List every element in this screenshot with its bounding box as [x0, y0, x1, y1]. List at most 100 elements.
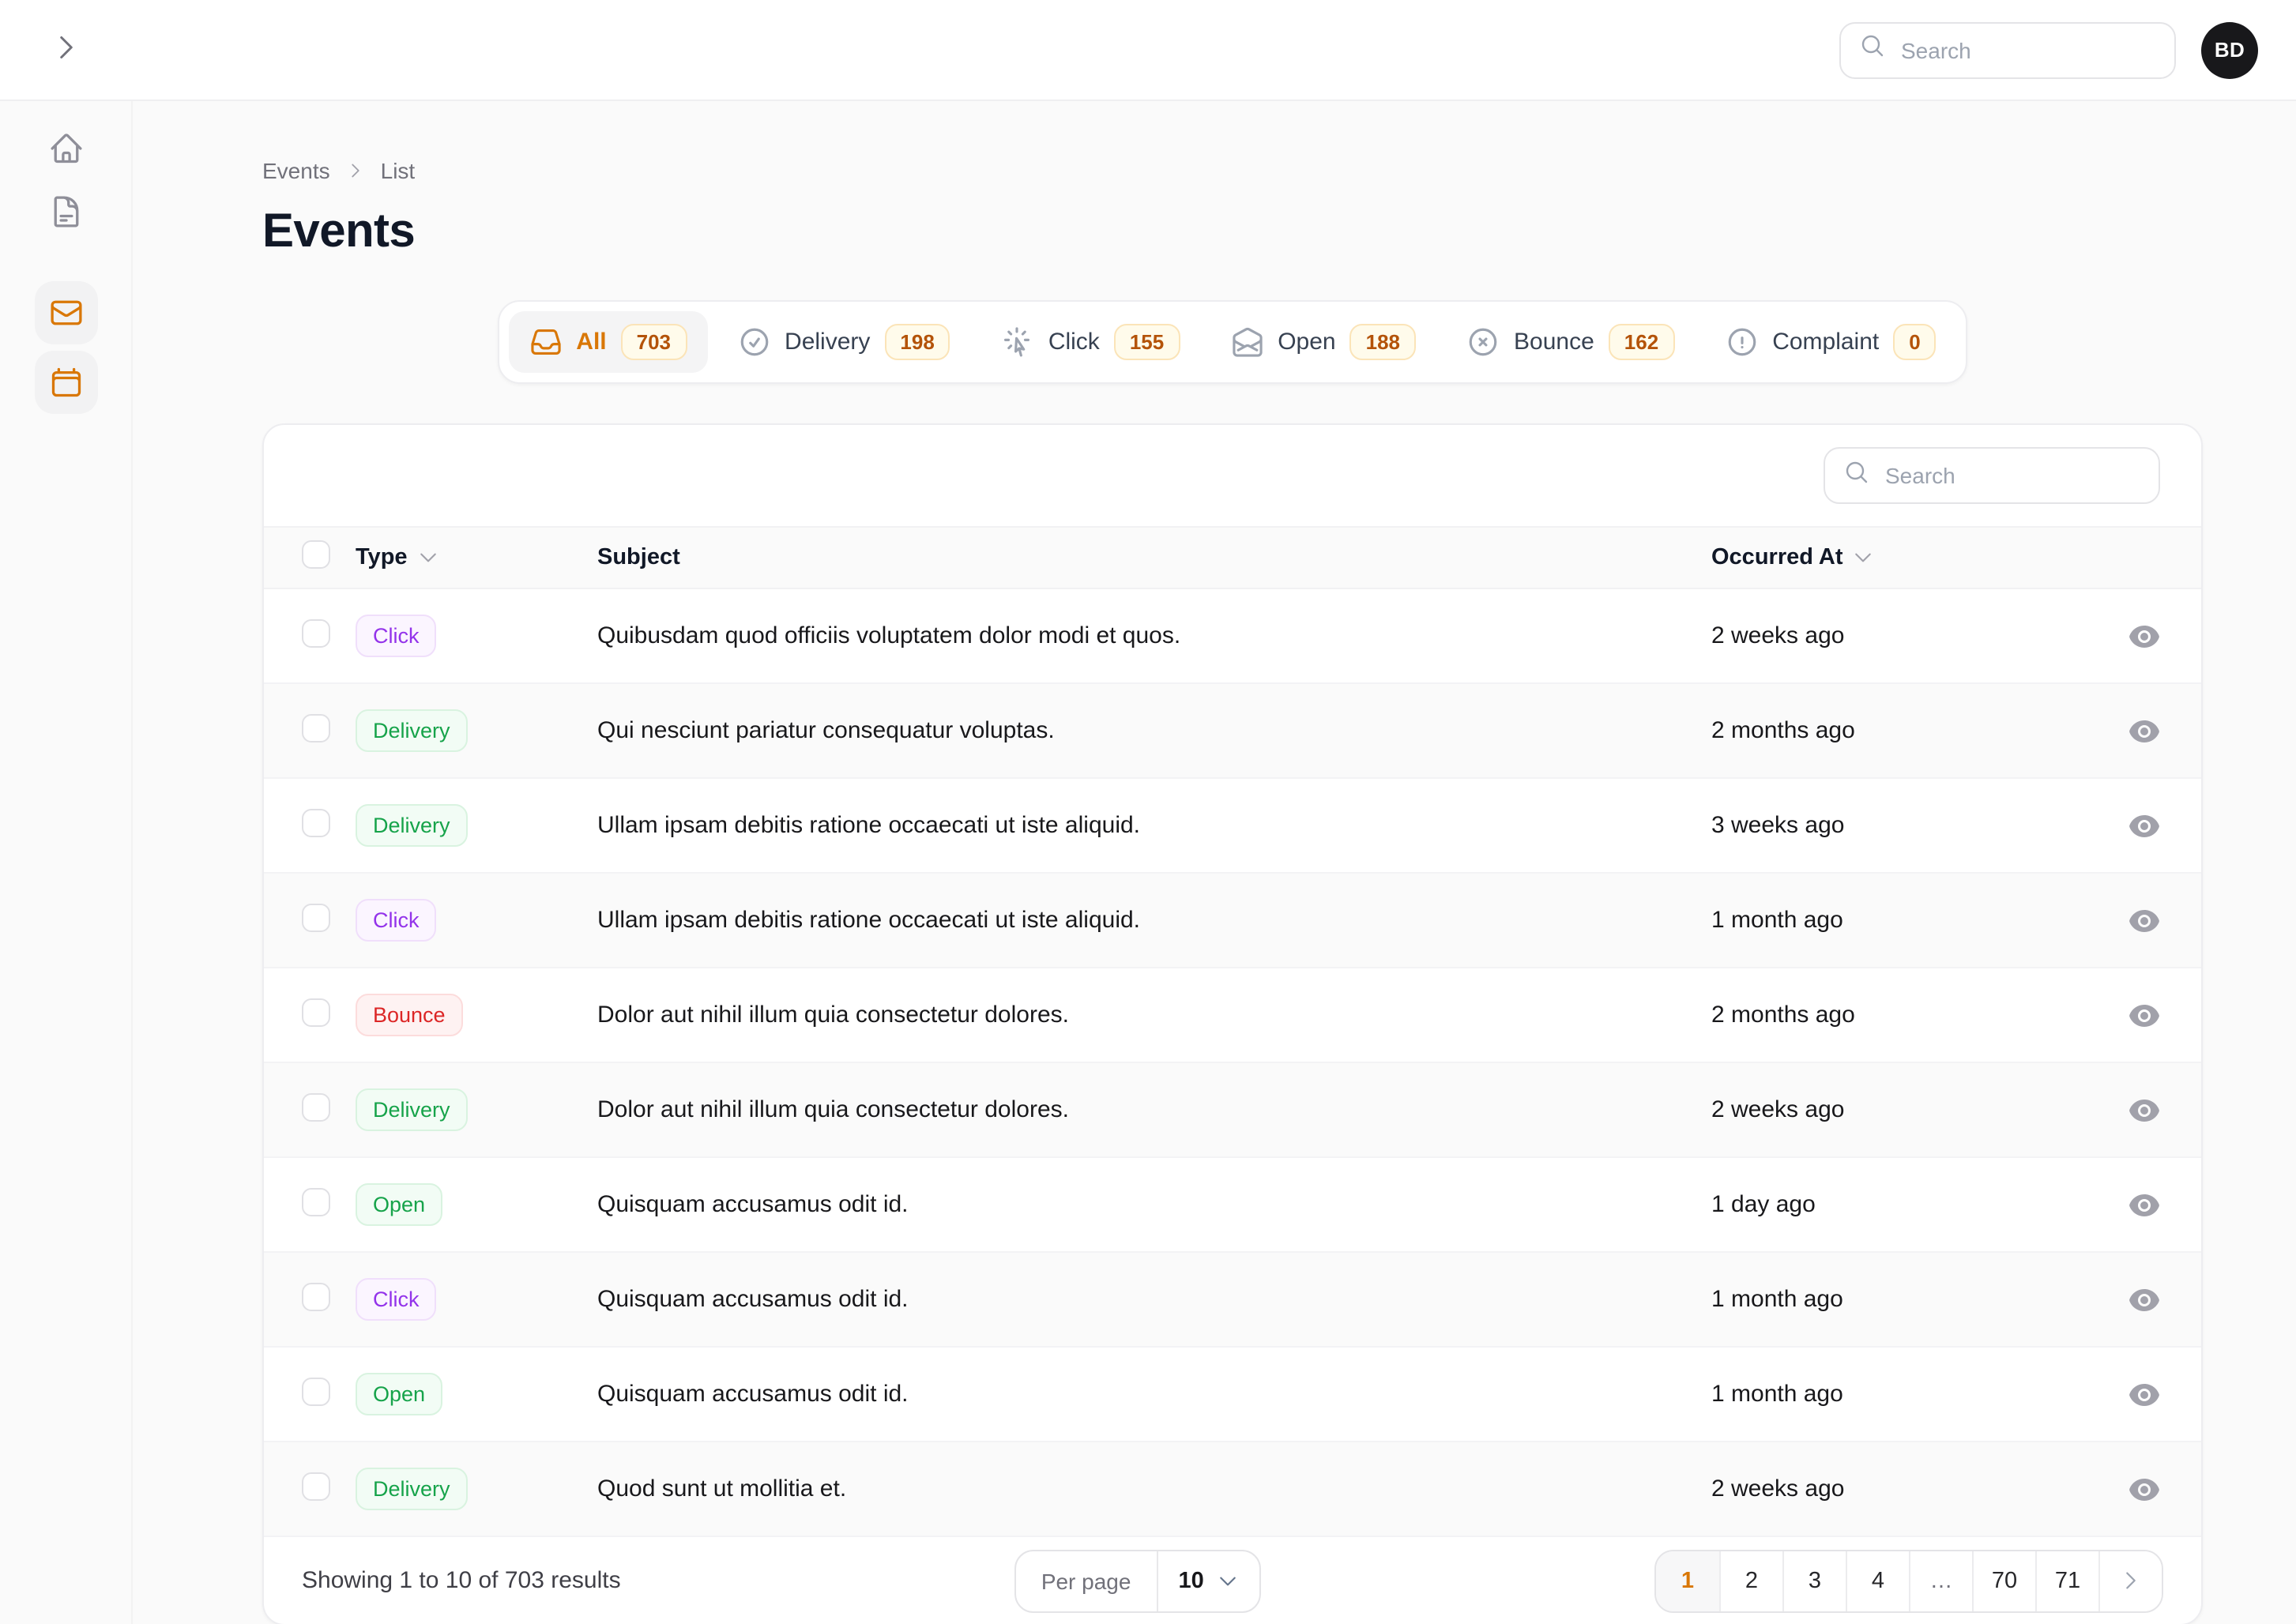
events-table-card: Type Subject Occurred At Click Quibusdam … [262, 423, 2203, 1624]
occurred-at-cell: 2 months ago [1711, 717, 1855, 744]
eye-icon [2129, 620, 2160, 652]
main-content: Events List Events All 703 Delivery 198 Click… [133, 101, 2296, 1624]
page-button-71[interactable]: 71 [2034, 1551, 2098, 1611]
subject-cell: Qui nesciunt pariatur consequatur volupt… [597, 717, 1055, 744]
view-row-button[interactable] [2125, 1091, 2163, 1129]
eye-icon [2129, 1189, 2160, 1220]
eye-icon [2129, 1473, 2160, 1505]
view-row-button[interactable] [2125, 1470, 2163, 1508]
subject-cell: Quibusdam quod officiis voluptatem dolor… [597, 622, 1181, 649]
column-header-occurred-at[interactable]: Occurred At [1711, 545, 2084, 570]
per-page-select[interactable]: 10 [1157, 1551, 1259, 1611]
results-summary: Showing 1 to 10 of 703 results [302, 1567, 621, 1594]
row-checkbox[interactable] [302, 1187, 330, 1216]
eye-icon [2129, 1378, 2160, 1410]
subject-cell: Ullam ipsam debitis ratione occaecati ut… [597, 907, 1140, 934]
calendar-icon [48, 365, 83, 400]
tab-open[interactable]: Open 188 [1210, 311, 1436, 373]
view-row-button[interactable] [2125, 1375, 2163, 1413]
page-button-2[interactable]: 2 [1718, 1551, 1782, 1611]
page-button-70[interactable]: 70 [1971, 1551, 2035, 1611]
event-type-badge: Delivery [356, 804, 468, 847]
tab-click[interactable]: Click 155 [981, 311, 1200, 373]
tab-count-badge: 162 [1608, 324, 1675, 360]
eye-icon [2129, 999, 2160, 1031]
x-circle-icon [1466, 325, 1500, 359]
chevron-right-icon [346, 161, 365, 180]
next-page-button[interactable] [2098, 1551, 2162, 1611]
subject-cell: Quisquam accusamus odit id. [597, 1191, 909, 1218]
per-page-control: Per page 10 [1014, 1549, 1261, 1612]
column-header-type[interactable]: Type [356, 545, 597, 570]
row-checkbox[interactable] [302, 1472, 330, 1500]
page-button-1[interactable]: 1 [1655, 1551, 1719, 1611]
tab-delivery[interactable]: Delivery 198 [717, 311, 971, 373]
table-row: Click Quibusdam quod officiis voluptatem … [264, 589, 2201, 684]
row-checkbox[interactable] [302, 998, 330, 1026]
tab-all[interactable]: All 703 [508, 311, 708, 373]
row-checkbox[interactable] [302, 808, 330, 836]
select-all-checkbox[interactable] [302, 540, 330, 569]
sidebar-item-document-text[interactable] [34, 183, 97, 240]
subject-cell: Quod sunt ut mollitia et. [597, 1476, 847, 1502]
sidebar-item-envelope[interactable] [34, 281, 97, 344]
row-checkbox[interactable] [302, 903, 330, 931]
row-checkbox[interactable] [302, 1282, 330, 1310]
event-type-badge: Open [356, 1373, 443, 1415]
tab-label: All [576, 329, 607, 355]
page-ellipsis: … [1908, 1551, 1972, 1611]
sidebar-item-calendar[interactable] [34, 351, 97, 414]
table-search-input[interactable] [1882, 461, 2140, 490]
sidebar-toggle-button[interactable] [38, 21, 95, 78]
view-row-button[interactable] [2125, 806, 2163, 844]
occurred-at-cell: 1 day ago [1711, 1191, 1816, 1218]
event-type-badge: Click [356, 615, 437, 657]
occurred-at-cell: 1 month ago [1711, 1381, 1843, 1408]
occurred-at-cell: 1 month ago [1711, 907, 1843, 934]
row-checkbox[interactable] [302, 713, 330, 742]
table-row: Open Quisquam accusamus odit id. 1 day ago [264, 1158, 2201, 1253]
page-title: Events [262, 205, 416, 258]
view-row-button[interactable] [2125, 996, 2163, 1034]
row-checkbox[interactable] [302, 1377, 330, 1405]
search-icon [1860, 33, 1885, 66]
tab-complaint[interactable]: Complaint 0 [1704, 311, 1957, 373]
view-row-button[interactable] [2125, 1280, 2163, 1318]
occurred-at-cell: 2 weeks ago [1711, 622, 1845, 649]
breadcrumb: Events List [262, 158, 2203, 183]
tab-label: Click [1048, 329, 1100, 355]
table-row: Bounce Dolor aut nihil illum quia consect… [264, 968, 2201, 1063]
tab-bounce[interactable]: Bounce 162 [1446, 311, 1695, 373]
page-button-3[interactable]: 3 [1782, 1551, 1846, 1611]
envelope-open-icon [1230, 325, 1263, 359]
global-search-input[interactable] [1898, 36, 2155, 64]
table-toolbar [264, 425, 2201, 526]
view-row-button[interactable] [2125, 1186, 2163, 1224]
tab-label: Delivery [785, 329, 871, 355]
event-type-badge: Delivery [356, 1468, 468, 1510]
home-icon [48, 131, 83, 166]
view-row-button[interactable] [2125, 617, 2163, 655]
inbox-icon [529, 325, 562, 359]
breadcrumb-item[interactable]: Events [262, 158, 330, 183]
topbar: BD [0, 0, 2296, 101]
table-row: Delivery Qui nesciunt pariatur consequatu… [264, 684, 2201, 779]
sidebar-item-home[interactable] [34, 120, 97, 177]
pagination: 1 2 3 4… 70 71 [1654, 1549, 2163, 1612]
tab-count-badge: 188 [1349, 324, 1417, 360]
tab-count-badge: 0 [1893, 324, 1937, 360]
event-type-tabs: All 703 Delivery 198 Click 155 Open 188 Bounce 16… [497, 300, 1968, 384]
occurred-at-cell: 2 weeks ago [1711, 1096, 1845, 1123]
row-checkbox[interactable] [302, 1092, 330, 1121]
table-footer: Showing 1 to 10 of 703 results Per page … [264, 1537, 2201, 1624]
user-avatar[interactable]: BD [2201, 21, 2258, 78]
row-checkbox[interactable] [302, 618, 330, 647]
tab-count-badge: 703 [620, 324, 687, 360]
table-row: Delivery Dolor aut nihil illum quia conse… [264, 1063, 2201, 1158]
page-button-4[interactable]: 4 [1845, 1551, 1909, 1611]
view-row-button[interactable] [2125, 712, 2163, 750]
view-row-button[interactable] [2125, 901, 2163, 939]
eye-icon [2129, 715, 2160, 746]
eye-icon [2129, 810, 2160, 841]
